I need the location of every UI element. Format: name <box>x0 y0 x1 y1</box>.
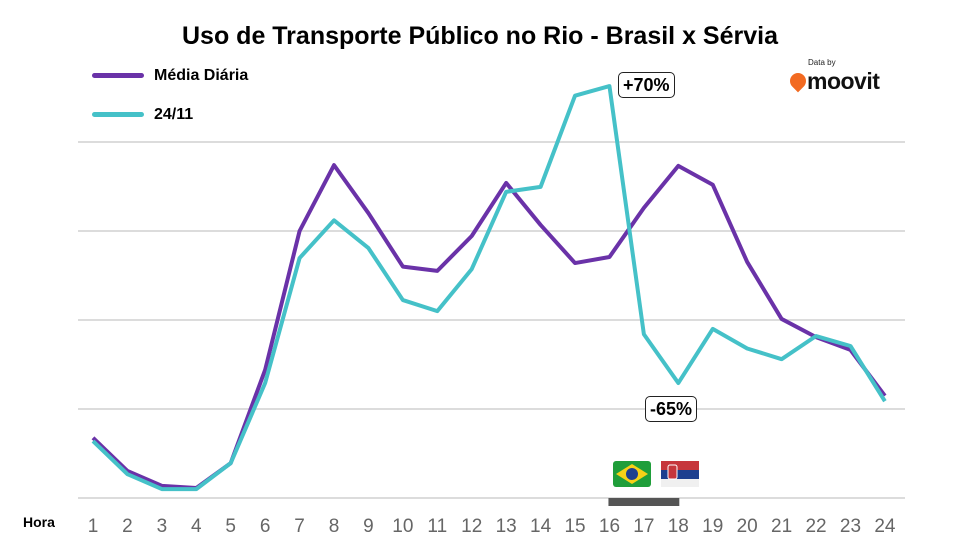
series-line-0 <box>91 163 887 491</box>
legend-swatch <box>92 73 144 78</box>
x-tick-label: 15 <box>564 516 585 537</box>
legend-swatch <box>92 112 144 117</box>
logo-small-text: Data by <box>808 58 836 67</box>
logo-word: moovit <box>807 68 880 94</box>
serbia-flag-coat <box>667 464 678 480</box>
serbia-flag-icon <box>661 461 699 470</box>
x-tick-label: 18 <box>668 516 689 537</box>
legend-label: Média Diária <box>154 67 249 84</box>
x-tick-label: 4 <box>191 516 202 537</box>
serbia-flag-blue <box>661 470 699 479</box>
x-tick-label: 20 <box>737 516 758 537</box>
x-tick-label: 22 <box>805 516 826 537</box>
x-tick-label: 12 <box>461 516 482 537</box>
x-tick-label: 17 <box>633 516 654 537</box>
x-tick-label: 14 <box>530 516 552 537</box>
match-period-bar <box>608 498 680 506</box>
x-tick-label: 9 <box>363 516 374 537</box>
x-tick-label: 13 <box>496 516 517 537</box>
annotation-plus70: +70% <box>618 72 675 98</box>
x-tick-label: 1 <box>88 516 99 537</box>
legend-item-media: Média Diária <box>92 66 248 85</box>
chart-title: Uso de Transporte Público no Rio - Brasi… <box>182 22 778 50</box>
x-tick-label: 6 <box>260 516 271 537</box>
legend-item-2411: 24/11 <box>92 105 193 124</box>
x-tick-label: 8 <box>329 516 340 537</box>
brazil-flag-globe <box>626 468 638 480</box>
series-line-1 <box>91 84 887 492</box>
x-tick-label: 23 <box>840 516 861 537</box>
legend-label: 24/11 <box>154 106 194 123</box>
x-tick-label: 5 <box>225 516 236 537</box>
x-axis-label: Hora <box>23 514 55 530</box>
moovit-logo: Data by moovit <box>786 58 890 96</box>
x-tick-label: 24 <box>874 516 896 537</box>
x-tick-label: 7 <box>294 516 305 537</box>
serbia-flag-white <box>661 479 699 487</box>
x-tick-label: 10 <box>392 516 413 537</box>
x-tick-label: 2 <box>122 516 133 537</box>
x-tick-label: 19 <box>702 516 723 537</box>
annotation-minus65: -65% <box>645 396 698 422</box>
x-tick-label: 3 <box>157 516 168 537</box>
x-tick-label: 16 <box>599 516 620 537</box>
x-tick-label: 21 <box>771 516 792 537</box>
x-tick-label: 11 <box>427 516 447 537</box>
